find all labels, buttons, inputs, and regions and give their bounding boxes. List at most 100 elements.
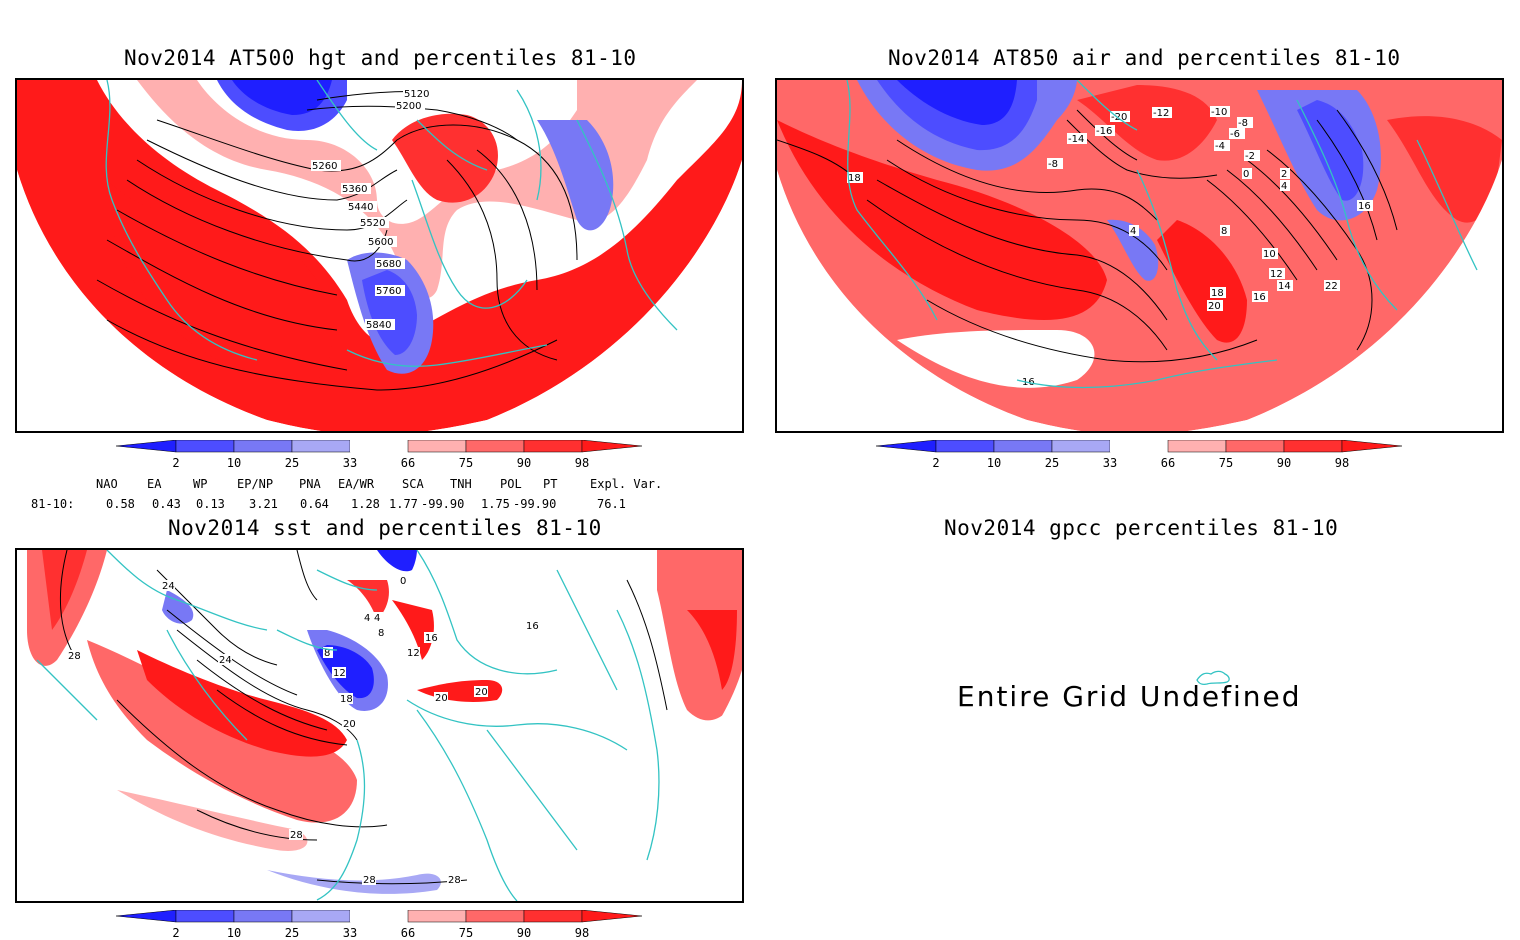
contour-label: -14 xyxy=(1068,134,1084,145)
colorbar-tick-label: 90 xyxy=(1277,456,1291,470)
colorbar-svg: 2 10 25 33 66 75 90 98 xyxy=(116,440,643,470)
contour-label: 5440 xyxy=(348,202,373,213)
contour-label: 12 xyxy=(407,648,420,659)
contour-label: 16 xyxy=(526,621,539,632)
colorbar-swatch xyxy=(1341,440,1403,453)
contour-label: 4 xyxy=(1130,226,1136,237)
sst-map-panel: 24 28 0 4 4 8 8 12 12 16 18 20 20 20 24 … xyxy=(15,548,744,903)
air850-colorbar: 2 10 25 33 66 75 90 98 xyxy=(876,440,1406,470)
colorbar-tick-label: 90 xyxy=(517,926,531,940)
colorbar-swatch xyxy=(291,440,351,453)
contour-label: 28 xyxy=(68,651,81,662)
contour-label: 5760 xyxy=(376,286,401,297)
index-header: EA xyxy=(147,477,162,491)
colorbar-swatch xyxy=(350,440,408,452)
index-value: 0.58 xyxy=(106,497,135,511)
contour-label: 24 xyxy=(162,581,175,592)
colorbar-swatch xyxy=(233,910,293,923)
air850-map: -20 -12 -10 -8 -6 -4 -2 0 2 4 -14 -16 -8… xyxy=(777,80,1502,431)
hgt500-title: Nov2014 AT500 hgt and percentiles 81-10 xyxy=(124,46,637,70)
colorbar-swatch xyxy=(465,910,525,923)
colorbar-swatch xyxy=(1225,440,1285,453)
contour-label: -4 xyxy=(1215,141,1225,152)
colorbar-tick-label: 2 xyxy=(172,926,179,940)
contour-label: 24 xyxy=(219,655,232,666)
index-value: -99.90 xyxy=(421,497,465,511)
colorbar-tick-label: 33 xyxy=(343,926,357,940)
colorbar-tick-label: 90 xyxy=(517,456,531,470)
sst-map: 24 28 0 4 4 8 8 12 12 16 18 20 20 20 24 … xyxy=(17,550,742,901)
air850-map-panel: -20 -12 -10 -8 -6 -4 -2 0 2 4 -14 -16 -8… xyxy=(775,78,1504,433)
contour-label: -10 xyxy=(1211,107,1227,118)
air850-contour-labels: -20 -12 -10 -8 -6 -4 -2 0 2 4 -14 -16 -8… xyxy=(847,106,1373,388)
colorbar-tick-label: 10 xyxy=(227,926,241,940)
index-value: 3.21 xyxy=(249,497,278,511)
colorbar-swatch xyxy=(350,910,408,922)
hgt500-map: 5120 5200 5260 5360 5440 5520 5600 5680 … xyxy=(17,80,742,431)
colorbar-tick-label: 33 xyxy=(343,456,357,470)
colorbar-tick-label: 75 xyxy=(459,456,473,470)
colorbar-tick-label: 2 xyxy=(932,456,939,470)
hgt500-map-panel: 5120 5200 5260 5360 5440 5520 5600 5680 … xyxy=(15,78,744,433)
colorbar-tick-label: 10 xyxy=(227,456,241,470)
index-value: 0.64 xyxy=(300,497,329,511)
gpcc-title: Nov2014 gpcc percentiles 81-10 xyxy=(944,516,1339,540)
contour-label: 5600 xyxy=(368,237,393,248)
colorbar-swatch xyxy=(523,440,583,453)
index-row-label: 81-10: xyxy=(31,497,75,511)
index-value: 0.43 xyxy=(152,497,181,511)
contour-label: 8 xyxy=(324,648,330,659)
contour-label: 4 xyxy=(1281,181,1287,192)
contour-label: 5520 xyxy=(360,218,385,229)
colorbar-svg: 2 10 25 33 66 75 90 98 xyxy=(116,910,643,940)
hgt500-colorbar: 2 10 25 33 66 75 90 98 xyxy=(116,440,646,470)
contour-label: 20 xyxy=(435,693,448,704)
contour-label: 18 xyxy=(340,694,353,705)
contour-label: 5840 xyxy=(366,320,391,331)
gpcc-coastline-fragment xyxy=(1196,670,1230,686)
colorbar-tick-label: 98 xyxy=(575,456,589,470)
colorbar-swatch xyxy=(1051,440,1111,453)
colorbar-svg: 2 10 25 33 66 75 90 98 xyxy=(876,440,1403,470)
colorbar-tick-label: 25 xyxy=(285,926,299,940)
contour-label: 8 xyxy=(378,628,384,639)
colorbar-swatch xyxy=(407,440,467,453)
contour-label: 18 xyxy=(848,173,861,184)
contour-label: -8 xyxy=(1048,159,1058,170)
colorbar-swatch xyxy=(581,910,643,923)
index-header: NAO xyxy=(96,477,118,491)
contour-label: 12 xyxy=(1270,269,1283,280)
contour-label: 2 xyxy=(1281,169,1287,180)
contour-label: -16 xyxy=(1096,126,1112,137)
colorbar-tick-label: 25 xyxy=(285,456,299,470)
colorbar-swatch xyxy=(1110,440,1168,452)
index-value: 1.75 xyxy=(481,497,510,511)
colorbar-swatch xyxy=(1167,440,1227,453)
index-header: WP xyxy=(193,477,208,491)
contour-label: -12 xyxy=(1153,108,1169,119)
index-value: 76.1 xyxy=(597,497,626,511)
contour-label: -6 xyxy=(1230,129,1240,140)
index-header: PNA xyxy=(299,477,321,491)
contour-label: 20 xyxy=(1208,301,1221,312)
contour-label: 5200 xyxy=(396,101,421,112)
contour-label: -2 xyxy=(1245,151,1255,162)
contour-label: 16 xyxy=(425,633,438,644)
colorbar-tick-label: 75 xyxy=(459,926,473,940)
contour-label: 14 xyxy=(1278,281,1291,292)
contour-label: 28 xyxy=(363,875,376,886)
colorbar-swatch xyxy=(175,910,235,923)
colorbar-tick-label: 33 xyxy=(1103,456,1117,470)
colorbar-tick-label: 98 xyxy=(575,926,589,940)
colorbar-tick-label: 98 xyxy=(1335,456,1349,470)
index-header: PT xyxy=(543,477,558,491)
sst-title: Nov2014 sst and percentiles 81-10 xyxy=(168,516,602,540)
colorbar-swatch xyxy=(993,440,1053,453)
contour-label: 10 xyxy=(1263,249,1276,260)
colorbar-swatch xyxy=(291,910,351,923)
sst-contour-labels: 24 28 0 4 4 8 8 12 12 16 18 20 20 20 24 … xyxy=(67,575,539,886)
index-header: EA/WR xyxy=(338,477,375,491)
contour-label: 16 xyxy=(1358,201,1371,212)
contour-label: 22 xyxy=(1325,281,1338,292)
contour-label: 18 xyxy=(1211,288,1224,299)
